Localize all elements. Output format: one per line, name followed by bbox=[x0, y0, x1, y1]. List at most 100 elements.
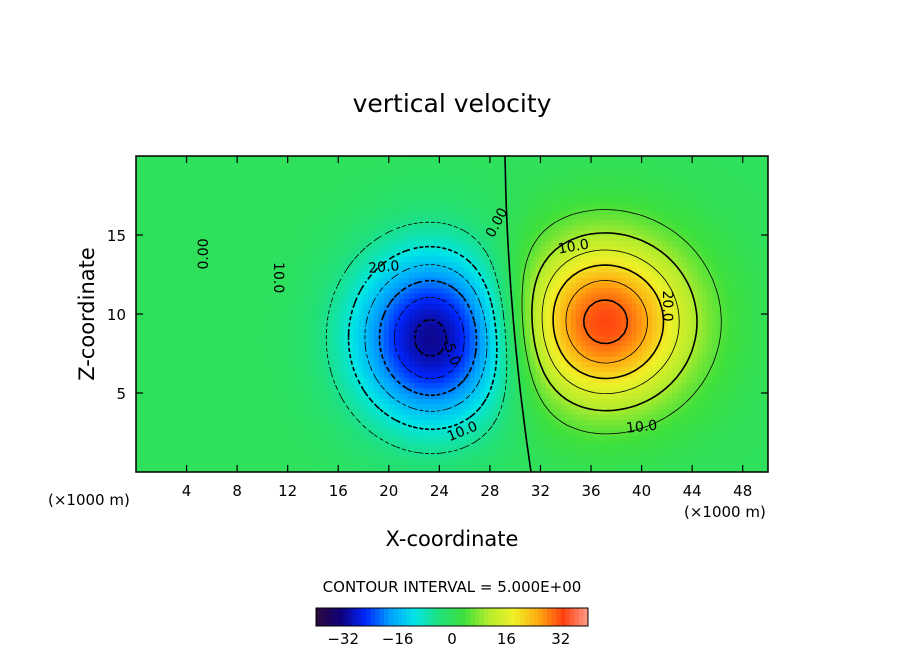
heatmap-cell bbox=[161, 319, 167, 326]
heatmap-cell bbox=[323, 261, 329, 268]
heatmap-cell bbox=[151, 456, 157, 463]
heatmap-cell bbox=[227, 466, 233, 472]
heatmap-cell bbox=[277, 245, 284, 252]
heatmap-cell bbox=[171, 382, 178, 389]
heatmap-cell bbox=[368, 235, 375, 241]
heatmap-cell bbox=[388, 277, 395, 283]
heatmap-cell bbox=[262, 203, 269, 210]
heatmap-cell bbox=[196, 224, 203, 231]
heatmap-cell bbox=[373, 177, 380, 183]
heatmap-cell bbox=[297, 277, 304, 283]
heatmap-cell bbox=[353, 224, 360, 231]
heatmap-cell bbox=[434, 456, 440, 463]
heatmap-cell bbox=[525, 213, 531, 220]
heatmap-cell bbox=[358, 250, 365, 257]
heatmap-cell bbox=[196, 171, 203, 178]
heatmap-cell bbox=[368, 435, 375, 441]
heatmap-cell bbox=[257, 182, 263, 189]
heatmap-cell bbox=[136, 366, 142, 373]
heatmap-cell bbox=[242, 419, 248, 426]
heatmap-cell bbox=[388, 356, 395, 362]
heatmap-cell bbox=[510, 292, 516, 299]
heatmap-cell bbox=[429, 329, 435, 336]
heatmap-cell bbox=[338, 393, 344, 399]
heatmap-cell bbox=[297, 192, 304, 199]
heatmap-cell bbox=[368, 213, 375, 220]
heatmap-cell bbox=[247, 266, 253, 273]
heatmap-cell bbox=[136, 340, 142, 347]
heatmap-cell bbox=[358, 261, 365, 268]
heatmap-cell bbox=[449, 345, 456, 352]
heatmap-cell bbox=[444, 245, 451, 252]
heatmap-cell bbox=[484, 314, 491, 320]
heatmap-cell bbox=[156, 213, 162, 220]
heatmap-cell bbox=[419, 177, 425, 183]
heatmap-cell bbox=[505, 456, 511, 463]
heatmap-cell bbox=[535, 177, 542, 183]
heatmap-cell bbox=[353, 435, 360, 441]
heatmap-cell bbox=[141, 240, 147, 247]
heatmap-cell bbox=[287, 282, 294, 289]
heatmap-cell bbox=[257, 224, 263, 231]
heatmap-cell bbox=[227, 335, 233, 341]
heatmap-cell bbox=[181, 219, 188, 226]
heatmap-cell bbox=[221, 224, 228, 231]
heatmap-cell bbox=[216, 340, 223, 347]
heatmap-cell bbox=[292, 303, 299, 310]
heatmap-cell bbox=[277, 440, 284, 447]
heatmap-cell bbox=[292, 424, 299, 431]
heatmap-cell bbox=[489, 387, 496, 394]
heatmap-cell bbox=[414, 345, 420, 352]
heatmap-cell bbox=[302, 371, 309, 378]
heatmap-cell bbox=[409, 445, 415, 452]
heatmap-cell bbox=[328, 256, 334, 262]
heatmap-cell bbox=[252, 277, 258, 283]
heatmap-cell bbox=[398, 456, 405, 463]
heatmap-cell bbox=[247, 371, 253, 378]
heatmap-cell bbox=[191, 250, 198, 257]
heatmap-cell bbox=[312, 192, 319, 199]
heatmap-cell bbox=[429, 350, 435, 357]
heatmap-cell bbox=[520, 208, 526, 215]
heatmap-cell bbox=[393, 182, 400, 189]
heatmap-cell bbox=[358, 308, 365, 315]
heatmap-cell bbox=[292, 361, 299, 368]
heatmap-cell bbox=[409, 345, 415, 352]
heatmap-cell bbox=[348, 398, 355, 405]
heatmap-cell bbox=[151, 450, 157, 457]
heatmap-cell bbox=[378, 161, 385, 168]
heatmap-cell bbox=[237, 450, 243, 457]
heatmap-cell bbox=[176, 424, 183, 431]
heatmap-cell bbox=[424, 298, 430, 305]
heatmap-cell bbox=[414, 319, 420, 326]
heatmap-cell bbox=[136, 261, 142, 268]
heatmap-cell bbox=[434, 329, 440, 336]
heatmap-cell bbox=[525, 245, 531, 252]
heatmap-cell bbox=[378, 177, 385, 183]
heatmap-cell bbox=[434, 324, 440, 331]
heatmap-cell bbox=[181, 256, 188, 262]
heatmap-cell bbox=[328, 319, 334, 326]
heatmap-cell bbox=[429, 250, 435, 257]
heatmap-cell bbox=[312, 366, 319, 373]
heatmap-cell bbox=[550, 292, 557, 299]
heatmap-cell bbox=[459, 235, 466, 241]
heatmap-cell bbox=[459, 245, 466, 252]
heatmap-cell bbox=[282, 377, 289, 384]
heatmap-cell bbox=[191, 319, 198, 326]
heatmap-cell bbox=[272, 277, 279, 283]
heatmap-cell bbox=[348, 445, 355, 452]
heatmap-cell bbox=[333, 335, 339, 341]
heatmap-cell bbox=[161, 345, 167, 352]
heatmap-cell bbox=[242, 429, 248, 436]
heatmap-cell bbox=[196, 382, 203, 389]
heatmap-cell bbox=[328, 182, 334, 189]
heatmap-cell bbox=[318, 450, 324, 457]
heatmap-cell bbox=[505, 445, 511, 452]
heatmap-cell bbox=[484, 429, 491, 436]
heatmap-cell bbox=[328, 403, 334, 410]
heatmap-cell bbox=[363, 461, 370, 468]
heatmap-cell bbox=[383, 182, 390, 189]
heatmap-cell bbox=[474, 414, 481, 420]
heatmap-cell bbox=[403, 156, 410, 162]
